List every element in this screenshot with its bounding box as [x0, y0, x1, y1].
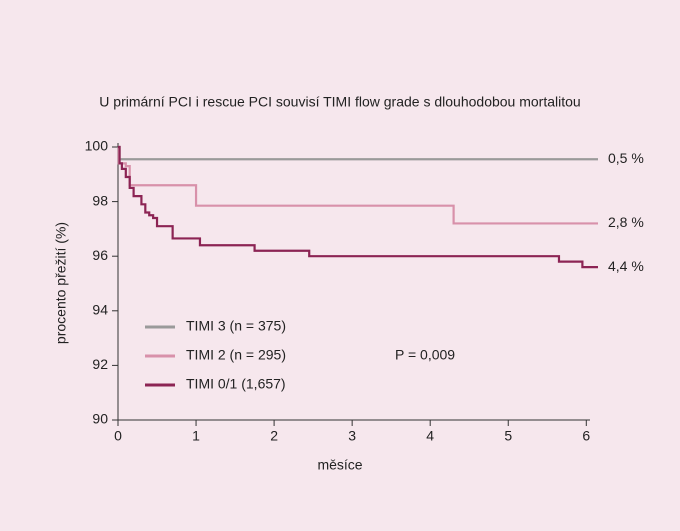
x-tick-label: 2	[270, 428, 278, 444]
chart-title: U primární PCI i rescue PCI souvisí TIMI…	[99, 94, 580, 110]
x-tick-label: 4	[426, 428, 434, 444]
y-tick-label: 92	[92, 356, 108, 372]
x-tick-label: 1	[192, 428, 200, 444]
x-tick-label: 6	[582, 428, 590, 444]
end-label: 0,5 %	[608, 150, 644, 166]
end-label: 4,4 %	[608, 258, 644, 274]
legend-label: TIMI 3 (n = 375)	[186, 318, 286, 334]
y-axis-label: procento přežití (%)	[53, 222, 69, 344]
legend-label: TIMI 0/1 (1,657)	[186, 376, 286, 392]
x-tick-label: 3	[348, 428, 356, 444]
y-tick-label: 96	[92, 247, 108, 263]
end-label: 2,8 %	[608, 214, 644, 230]
legend-label: TIMI 2 (n = 295)	[186, 347, 286, 363]
x-tick-label: 5	[504, 428, 512, 444]
y-tick-label: 98	[92, 192, 108, 208]
x-tick-label: 0	[114, 428, 122, 444]
y-tick-label: 90	[92, 411, 108, 427]
y-tick-label: 100	[85, 138, 109, 154]
survival-line	[118, 145, 598, 269]
annotation: P = 0,009	[395, 347, 455, 363]
y-tick-label: 94	[92, 302, 108, 318]
x-axis-label: měsíce	[317, 457, 362, 473]
